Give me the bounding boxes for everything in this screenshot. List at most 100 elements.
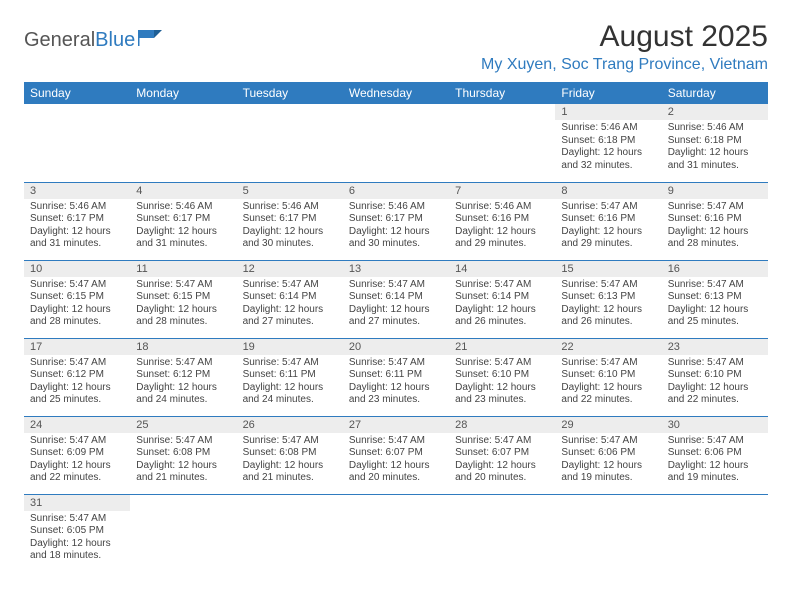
day-line: and 22 minutes. — [561, 394, 655, 407]
day-details: Sunrise: 5:47 AMSunset: 6:11 PMDaylight:… — [237, 355, 343, 411]
day-line: Sunset: 6:06 PM — [561, 447, 655, 460]
logo: GeneralBlue — [24, 28, 164, 52]
day-details: Sunrise: 5:47 AMSunset: 6:08 PMDaylight:… — [237, 433, 343, 489]
day-number: 31 — [24, 495, 130, 511]
day-line: Daylight: 12 hours — [668, 382, 762, 395]
day-line: Sunrise: 5:46 AM — [455, 201, 549, 214]
day-line: Sunset: 6:10 PM — [668, 369, 762, 382]
day-number: 17 — [24, 339, 130, 355]
day-details: Sunrise: 5:46 AMSunset: 6:17 PMDaylight:… — [343, 199, 449, 255]
day-line: Sunrise: 5:47 AM — [30, 279, 124, 292]
day-line: Daylight: 12 hours — [136, 226, 230, 239]
day-number: 30 — [662, 417, 768, 433]
day-line: Sunrise: 5:47 AM — [561, 357, 655, 370]
day-details: Sunrise: 5:47 AMSunset: 6:12 PMDaylight:… — [24, 355, 130, 411]
day-line: Sunrise: 5:47 AM — [561, 279, 655, 292]
calendar-cell: 26Sunrise: 5:47 AMSunset: 6:08 PMDayligh… — [237, 416, 343, 494]
logo-text-blue: Blue — [95, 29, 135, 52]
day-details: Sunrise: 5:47 AMSunset: 6:12 PMDaylight:… — [130, 355, 236, 411]
day-details: Sunrise: 5:47 AMSunset: 6:14 PMDaylight:… — [343, 277, 449, 333]
day-details: Sunrise: 5:47 AMSunset: 6:10 PMDaylight:… — [555, 355, 661, 411]
day-line: Sunrise: 5:46 AM — [561, 122, 655, 135]
day-line: and 19 minutes. — [561, 472, 655, 485]
day-line: and 22 minutes. — [30, 472, 124, 485]
calendar-row: 17Sunrise: 5:47 AMSunset: 6:12 PMDayligh… — [24, 338, 768, 416]
day-line: Daylight: 12 hours — [349, 382, 443, 395]
day-line: Daylight: 12 hours — [349, 460, 443, 473]
day-number: 23 — [662, 339, 768, 355]
day-line: Daylight: 12 hours — [30, 304, 124, 317]
day-line: Daylight: 12 hours — [455, 226, 549, 239]
calendar-cell: 12Sunrise: 5:47 AMSunset: 6:14 PMDayligh… — [237, 260, 343, 338]
day-line: Sunset: 6:17 PM — [349, 213, 443, 226]
day-number: 24 — [24, 417, 130, 433]
calendar-cell — [24, 104, 130, 182]
day-line: and 21 minutes. — [136, 472, 230, 485]
calendar-cell: 10Sunrise: 5:47 AMSunset: 6:15 PMDayligh… — [24, 260, 130, 338]
day-details: Sunrise: 5:47 AMSunset: 6:06 PMDaylight:… — [662, 433, 768, 489]
day-details: Sunrise: 5:47 AMSunset: 6:13 PMDaylight:… — [555, 277, 661, 333]
flag-icon — [138, 28, 164, 52]
day-number: 25 — [130, 417, 236, 433]
day-line: Sunrise: 5:46 AM — [30, 201, 124, 214]
day-line: Sunset: 6:17 PM — [243, 213, 337, 226]
day-line: Daylight: 12 hours — [668, 147, 762, 160]
day-number: 7 — [449, 183, 555, 199]
day-details: Sunrise: 5:47 AMSunset: 6:14 PMDaylight:… — [237, 277, 343, 333]
weekday-header: Friday — [555, 82, 661, 104]
calendar-cell: 9Sunrise: 5:47 AMSunset: 6:16 PMDaylight… — [662, 182, 768, 260]
day-line: Sunrise: 5:47 AM — [30, 513, 124, 526]
calendar-row: 24Sunrise: 5:47 AMSunset: 6:09 PMDayligh… — [24, 416, 768, 494]
day-details: Sunrise: 5:47 AMSunset: 6:16 PMDaylight:… — [555, 199, 661, 255]
calendar-cell: 29Sunrise: 5:47 AMSunset: 6:06 PMDayligh… — [555, 416, 661, 494]
day-line: Sunset: 6:16 PM — [455, 213, 549, 226]
day-line: and 30 minutes. — [349, 238, 443, 251]
day-number: 8 — [555, 183, 661, 199]
day-line: and 23 minutes. — [455, 394, 549, 407]
day-details: Sunrise: 5:47 AMSunset: 6:14 PMDaylight:… — [449, 277, 555, 333]
day-line: Sunset: 6:13 PM — [561, 291, 655, 304]
day-number: 6 — [343, 183, 449, 199]
calendar-cell: 25Sunrise: 5:47 AMSunset: 6:08 PMDayligh… — [130, 416, 236, 494]
calendar-cell: 13Sunrise: 5:47 AMSunset: 6:14 PMDayligh… — [343, 260, 449, 338]
day-line: and 18 minutes. — [30, 550, 124, 563]
day-number: 27 — [343, 417, 449, 433]
day-line: Daylight: 12 hours — [668, 226, 762, 239]
day-line: Sunrise: 5:47 AM — [30, 435, 124, 448]
day-line: Daylight: 12 hours — [136, 382, 230, 395]
day-line: Sunrise: 5:47 AM — [455, 279, 549, 292]
day-line: Sunset: 6:10 PM — [561, 369, 655, 382]
calendar-cell: 22Sunrise: 5:47 AMSunset: 6:10 PMDayligh… — [555, 338, 661, 416]
logo-text-general: General — [24, 29, 95, 52]
day-line: Sunset: 6:08 PM — [136, 447, 230, 460]
calendar-cell — [237, 494, 343, 572]
calendar-cell: 14Sunrise: 5:47 AMSunset: 6:14 PMDayligh… — [449, 260, 555, 338]
day-line: and 19 minutes. — [668, 472, 762, 485]
day-line: Sunrise: 5:47 AM — [349, 435, 443, 448]
day-line: Daylight: 12 hours — [561, 226, 655, 239]
day-line: Daylight: 12 hours — [30, 460, 124, 473]
calendar-cell: 7 Sunrise: 5:46 AMSunset: 6:16 PMDaylight… — [449, 182, 555, 260]
day-line: and 27 minutes. — [243, 316, 337, 329]
day-line: and 30 minutes. — [243, 238, 337, 251]
calendar-cell: 24Sunrise: 5:47 AMSunset: 6:09 PMDayligh… — [24, 416, 130, 494]
day-line: and 24 minutes. — [243, 394, 337, 407]
day-line: and 23 minutes. — [349, 394, 443, 407]
day-line: and 21 minutes. — [243, 472, 337, 485]
day-line: and 22 minutes. — [668, 394, 762, 407]
day-line: and 26 minutes. — [561, 316, 655, 329]
day-line: Sunrise: 5:46 AM — [136, 201, 230, 214]
calendar-cell: 27Sunrise: 5:47 AMSunset: 6:07 PMDayligh… — [343, 416, 449, 494]
day-line: Sunrise: 5:47 AM — [668, 357, 762, 370]
calendar-cell: 11Sunrise: 5:47 AMSunset: 6:15 PMDayligh… — [130, 260, 236, 338]
calendar-row: 10Sunrise: 5:47 AMSunset: 6:15 PMDayligh… — [24, 260, 768, 338]
day-number: 28 — [449, 417, 555, 433]
day-line: and 25 minutes. — [668, 316, 762, 329]
day-line: Sunset: 6:06 PM — [668, 447, 762, 460]
day-details: Sunrise: 5:46 AMSunset: 6:18 PMDaylight:… — [555, 120, 661, 176]
calendar-cell: 5Sunrise: 5:46 AMSunset: 6:17 PMDaylight… — [237, 182, 343, 260]
day-number: 15 — [555, 261, 661, 277]
day-line: Daylight: 12 hours — [561, 460, 655, 473]
calendar-cell — [237, 104, 343, 182]
day-details: Sunrise: 5:47 AMSunset: 6:05 PMDaylight:… — [24, 511, 130, 567]
